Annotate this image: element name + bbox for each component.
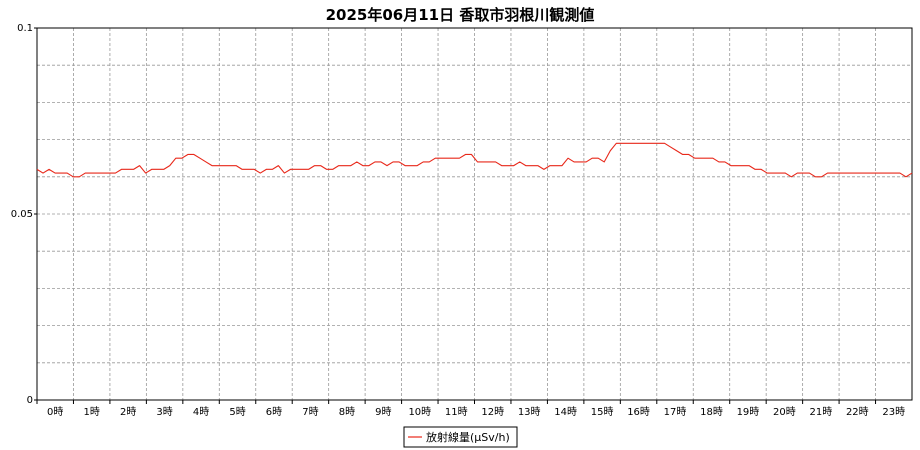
x-tick-label: 16時 (627, 406, 650, 418)
x-tick-label: 7時 (302, 406, 318, 418)
legend-box (403, 426, 518, 448)
x-tick-label: 19時 (737, 406, 760, 418)
x-tick-label: 13時 (518, 406, 541, 418)
x-tick-label: 1時 (84, 406, 100, 418)
x-tick-label: 18時 (700, 406, 723, 418)
series-line (36, 142, 913, 178)
x-tick-label: 6時 (266, 406, 282, 418)
x-axis: 0時 1時 2時 3時 4時 5時 6時 7時 8時 9時 10時 11時 12時 13時 14時 15時 16… (36, 400, 905, 418)
legend-label: 放射線量(μSv/h) (426, 430, 510, 444)
x-tick-label: 10時 (408, 406, 431, 418)
y-axis: 0 0.05 0.1 (11, 23, 37, 406)
x-tick-label: 17時 (664, 406, 687, 418)
x-tick-label: 4時 (193, 406, 209, 418)
legend[interactable]: 放射線量(μSv/h) (403, 426, 518, 448)
x-tick-label: 22時 (846, 406, 869, 418)
x-tick-label: 2時 (120, 406, 136, 418)
x-tick-label: 12時 (481, 406, 504, 418)
x-tick-label: 20時 (773, 406, 796, 418)
y-tick-label: 0 (27, 395, 33, 406)
chart-grid (37, 28, 912, 400)
x-tick-label: 15時 (591, 406, 614, 418)
x-tick-label: 8時 (339, 406, 355, 418)
series-layer (36, 142, 913, 178)
chart-title: 2025年06月11日 香取市羽根川観測値 (326, 6, 595, 24)
x-tick-label: 11時 (445, 406, 468, 418)
x-tick-label: 3時 (156, 406, 172, 418)
x-tick-label: 9時 (375, 406, 391, 418)
x-tick-label: 5時 (229, 406, 245, 418)
x-tick-label: 23時 (882, 406, 905, 418)
x-tick-label: 14時 (554, 406, 577, 418)
y-tick-label: 0.05 (11, 209, 33, 220)
x-tick-label: 0時 (47, 406, 63, 418)
x-tick-label: 21時 (809, 406, 832, 418)
y-tick-label: 0.1 (17, 23, 33, 34)
